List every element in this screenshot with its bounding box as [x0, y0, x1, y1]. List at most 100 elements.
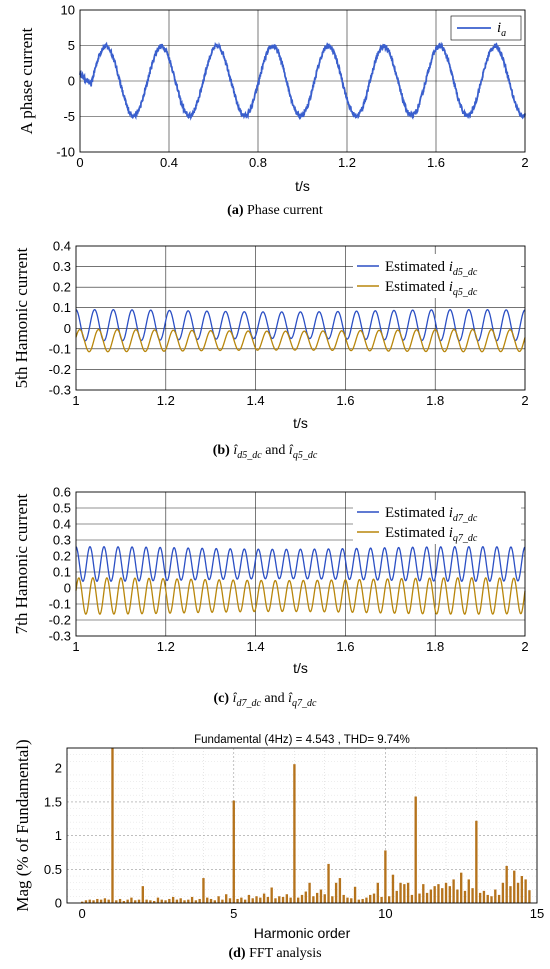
- y-tick-label: 5: [68, 38, 75, 53]
- x-tick-label: 2: [521, 393, 528, 408]
- fft-bar: [509, 886, 512, 903]
- plot-border: [79, 9, 526, 153]
- fft-bar: [266, 896, 270, 903]
- fft-bar: [463, 890, 467, 903]
- fft-bar: [213, 900, 216, 903]
- fft-bar: [372, 893, 376, 903]
- fft-bar: [92, 900, 95, 903]
- legend-prefix: Estimated: [385, 279, 449, 295]
- fft-bar: [429, 889, 433, 903]
- fft-bar: [149, 900, 152, 903]
- y-tick-label: 1: [55, 828, 62, 843]
- x-tick-label: 1.4: [247, 639, 265, 654]
- y-tick-label: -0.3: [49, 383, 71, 398]
- legend-prefix: Estimated: [385, 505, 449, 521]
- fft-bar: [406, 882, 410, 903]
- y-tick-label: 0.2: [53, 280, 71, 295]
- fft-bar: [410, 894, 414, 903]
- y-tick-label: 0.3: [53, 259, 71, 274]
- fft-bar: [217, 896, 220, 903]
- fft-bar: [365, 897, 368, 903]
- fft-bar: [194, 900, 198, 903]
- fft-bar: [259, 897, 262, 903]
- x-tick-label: 1.2: [157, 639, 175, 654]
- fft-bar: [524, 879, 527, 903]
- chart-c: 1 1.2 1.4 1.6 1.8 2-0.3-0.2-0.100.10.20.30.40…: [12, 485, 529, 677]
- fft-bar: [319, 889, 323, 903]
- fft-bar: [338, 878, 342, 903]
- series-line-d7-dc: [75, 546, 526, 582]
- fft-bar: [145, 899, 148, 903]
- fft-bar: [99, 899, 103, 903]
- fft-bar: [497, 894, 501, 903]
- chart-b: 1 1.2 1.4 1.6 1.8 2 -0.3 -0.2 -0.1 0 0.1 0.2 0.3 0.4 5…: [12, 239, 529, 432]
- y-tick-label: 1.5: [44, 794, 62, 809]
- fft-bar: [111, 748, 114, 903]
- x-tick-label: 10: [378, 906, 392, 921]
- x-axis-label: t/s: [293, 415, 308, 431]
- fft-bar: [315, 892, 319, 903]
- y-tick-label: 0: [55, 896, 62, 911]
- legend-box: [353, 500, 521, 544]
- caption-symbol: î: [288, 691, 293, 706]
- x-tick-label: 1.6: [427, 155, 445, 170]
- fft-bar: [206, 897, 209, 903]
- y-tick-label: -0.3: [49, 629, 71, 644]
- fft-bar: [289, 897, 292, 903]
- fft-bar: [247, 894, 251, 903]
- legend-subscript: q5_dc: [453, 287, 478, 298]
- y-tick-label: 0.4: [53, 239, 71, 254]
- fft-bar: [141, 886, 144, 903]
- caption-subscript: d7_dc: [236, 698, 261, 709]
- x-tick-label: 1: [72, 639, 79, 654]
- caption-symbol: î: [233, 691, 238, 706]
- fft-bar: [475, 820, 478, 903]
- series-line-ia: [79, 41, 526, 121]
- fft-bar: [334, 882, 338, 903]
- x-tick-label: 15: [530, 906, 544, 921]
- legend-symbol: i: [449, 525, 453, 541]
- legend-entry: Estimated id7_dc: [385, 505, 478, 524]
- fft-bar: [225, 894, 228, 903]
- fft-bar: [153, 900, 156, 903]
- fft-bar: [471, 888, 474, 903]
- legend-subscript: d7_dc: [453, 513, 478, 524]
- fft-bar: [107, 899, 110, 903]
- legend-entry: Estimated iq7_dc: [385, 525, 478, 544]
- y-tick-label: 0.5: [53, 501, 71, 516]
- fft-bar: [209, 898, 213, 903]
- fft-bar: [513, 870, 516, 903]
- legend-prefix: Estimated: [385, 259, 449, 275]
- fft-bar: [528, 890, 531, 903]
- fft-bar: [251, 898, 254, 903]
- fft-bar: [236, 898, 239, 903]
- legend-subscript: q7_dc: [453, 533, 478, 544]
- y-tick-label: 0: [64, 321, 71, 336]
- fft-bar: [452, 879, 455, 903]
- fft-bar: [304, 891, 307, 903]
- y-axis-label: Mag (% of Fundamental): [13, 739, 32, 911]
- caption-label: (a): [227, 203, 244, 218]
- fft-bar: [350, 898, 353, 903]
- fft-bar: [361, 898, 364, 903]
- fft-bar: [103, 898, 107, 903]
- y-tick-label: -10: [56, 145, 75, 160]
- y-tick-label: 0.5: [44, 862, 62, 877]
- legend-subscript: a: [501, 28, 506, 39]
- fft-bar: [122, 900, 126, 903]
- fft-bar: [384, 850, 387, 903]
- x-tick-label: 0: [76, 155, 83, 170]
- legend-symbol: i: [449, 279, 453, 295]
- x-tick-label: 1.2: [157, 393, 175, 408]
- y-tick-label: -0.1: [49, 597, 71, 612]
- fft-bar: [490, 896, 493, 903]
- caption-text: FFT analysis: [246, 946, 322, 961]
- fft-bar: [126, 899, 129, 903]
- fft-bar: [357, 899, 361, 903]
- caption-c: (c) îd7_dc and îq7_dc: [214, 691, 318, 709]
- caption-label: (d): [228, 946, 245, 961]
- caption: (d) FFT analysis: [228, 946, 321, 961]
- fft-bar: [221, 899, 224, 903]
- y-tick-label: 0.6: [53, 485, 71, 500]
- fft-bar: [160, 899, 163, 903]
